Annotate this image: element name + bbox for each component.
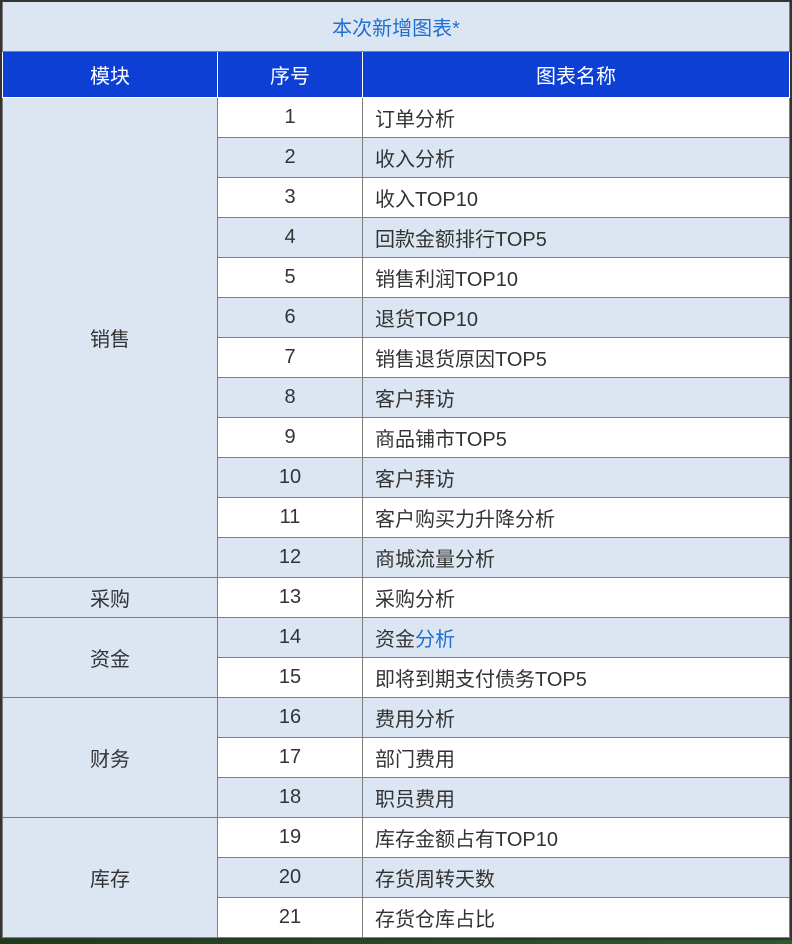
seq-cell: 2 [218,138,363,178]
chart-table: 本次新增图表* 模块 序号 图表名称 销售1订单分析2收入分析3收入TOP104… [2,2,790,938]
module-cell: 采购 [3,578,218,618]
header-name: 图表名称 [363,52,790,98]
name-cell: 资金分析 [363,618,790,658]
seq-cell: 9 [218,418,363,458]
seq-cell: 10 [218,458,363,498]
seq-cell: 3 [218,178,363,218]
table-row: 财务16费用分析 [3,698,790,738]
name-cell: 职员费用 [363,778,790,818]
chart-table-container: 本次新增图表* 模块 序号 图表名称 销售1订单分析2收入分析3收入TOP104… [0,0,792,940]
module-cell: 资金 [3,618,218,698]
module-cell: 库存 [3,818,218,938]
seq-cell: 21 [218,898,363,938]
header-module: 模块 [3,52,218,98]
seq-cell: 6 [218,298,363,338]
name-cell: 销售退货原因TOP5 [363,338,790,378]
seq-cell: 11 [218,498,363,538]
name-cell: 库存金额占有TOP10 [363,818,790,858]
name-cell: 即将到期支付债务TOP5 [363,658,790,698]
seq-cell: 1 [218,98,363,138]
seq-cell: 12 [218,538,363,578]
table-body: 销售1订单分析2收入分析3收入TOP104回款金额排行TOP55销售利润TOP1… [3,98,790,938]
seq-cell: 19 [218,818,363,858]
seq-cell: 14 [218,618,363,658]
seq-cell: 15 [218,658,363,698]
seq-cell: 5 [218,258,363,298]
name-cell: 存货仓库占比 [363,898,790,938]
seq-cell: 4 [218,218,363,258]
name-text-link[interactable]: 分析 [415,629,455,651]
name-cell: 部门费用 [363,738,790,778]
module-cell: 销售 [3,98,218,578]
module-cell: 财务 [3,698,218,818]
table-header-row: 模块 序号 图表名称 [3,52,790,98]
table-row: 资金 14资金分析 [3,618,790,658]
table-title: 本次新增图表* [3,2,790,52]
bottom-shadow [0,940,792,944]
seq-cell: 18 [218,778,363,818]
seq-cell: 8 [218,378,363,418]
table-title-row: 本次新增图表* [3,2,790,52]
name-cell: 回款金额排行TOP5 [363,218,790,258]
name-cell: 退货TOP10 [363,298,790,338]
header-seq: 序号 [218,52,363,98]
name-cell: 收入TOP10 [363,178,790,218]
name-text-prefix: 资金 [375,629,415,651]
name-cell: 销售利润TOP10 [363,258,790,298]
name-cell: 客户拜访 [363,378,790,418]
name-cell: 收入分析 [363,138,790,178]
name-cell: 存货周转天数 [363,858,790,898]
name-cell: 客户购买力升降分析 [363,498,790,538]
seq-cell: 17 [218,738,363,778]
seq-cell: 13 [218,578,363,618]
name-cell: 商品铺市TOP5 [363,418,790,458]
name-cell: 采购分析 [363,578,790,618]
name-cell: 订单分析 [363,98,790,138]
seq-cell: 7 [218,338,363,378]
name-cell: 费用分析 [363,698,790,738]
name-cell: 客户拜访 [363,458,790,498]
table-row: 库存19库存金额占有TOP10 [3,818,790,858]
table-row: 销售1订单分析 [3,98,790,138]
seq-cell: 20 [218,858,363,898]
seq-cell: 16 [218,698,363,738]
table-row: 采购13采购分析 [3,578,790,618]
name-cell: 商城流量分析 [363,538,790,578]
